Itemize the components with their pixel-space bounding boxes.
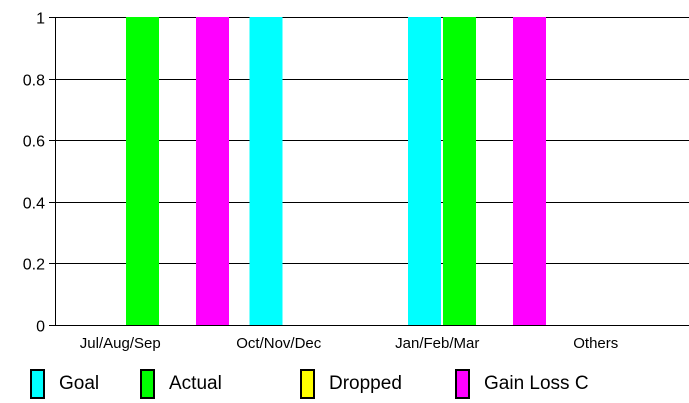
- bar-actual: [126, 17, 159, 325]
- y-tick-label: 0.4: [23, 196, 45, 213]
- y-tick-label: 1: [36, 11, 45, 28]
- bars: [126, 17, 546, 325]
- legend-item: Dropped: [300, 366, 402, 402]
- bar-goal: [249, 17, 283, 325]
- x-tick-label: Oct/Nov/Dec: [236, 335, 322, 352]
- y-tick-labels: 0 0.2 0.4 0.6 0.8 1: [23, 11, 45, 336]
- legend-item: Actual: [140, 366, 222, 402]
- legend-swatch: [455, 369, 470, 399]
- legend-label: Dropped: [329, 373, 402, 394]
- y-tick-label: 0.2: [23, 257, 45, 274]
- bar-actual: [443, 17, 476, 325]
- legend-label: Actual: [169, 373, 222, 394]
- bar-gain-loss-c: [513, 17, 546, 325]
- x-tick-label: Jan/Feb/Mar: [395, 335, 479, 352]
- bar-goal: [408, 17, 441, 325]
- legend-item: Goal: [30, 366, 99, 402]
- bar-chart: 0 0.2 0.4 0.6 0.8 1 Jul/Aug/Sep Oct/Nov/Dec Jan…: [23, 11, 689, 352]
- y-tick-label: 0: [36, 319, 45, 336]
- legend-item: Gain Loss C: [455, 366, 589, 402]
- legend-swatch: [30, 369, 45, 399]
- legend-label: Gain Loss C: [484, 373, 589, 394]
- gridlines: [55, 17, 689, 326]
- axes: [49, 17, 56, 326]
- legend-swatch: [300, 369, 315, 399]
- y-tick-label: 0.6: [23, 134, 45, 151]
- legend-swatch: [140, 369, 155, 399]
- x-tick-label: Jul/Aug/Sep: [80, 335, 161, 352]
- y-tick-label: 0.8: [23, 73, 45, 90]
- legend: Goal Actual Dropped Gain Loss C: [0, 366, 689, 402]
- x-tick-label: Others: [573, 335, 618, 352]
- legend-label: Goal: [59, 373, 100, 394]
- bar-gain-loss-c: [196, 17, 229, 325]
- x-tick-labels: Jul/Aug/Sep Oct/Nov/Dec Jan/Feb/Mar Others: [80, 335, 618, 352]
